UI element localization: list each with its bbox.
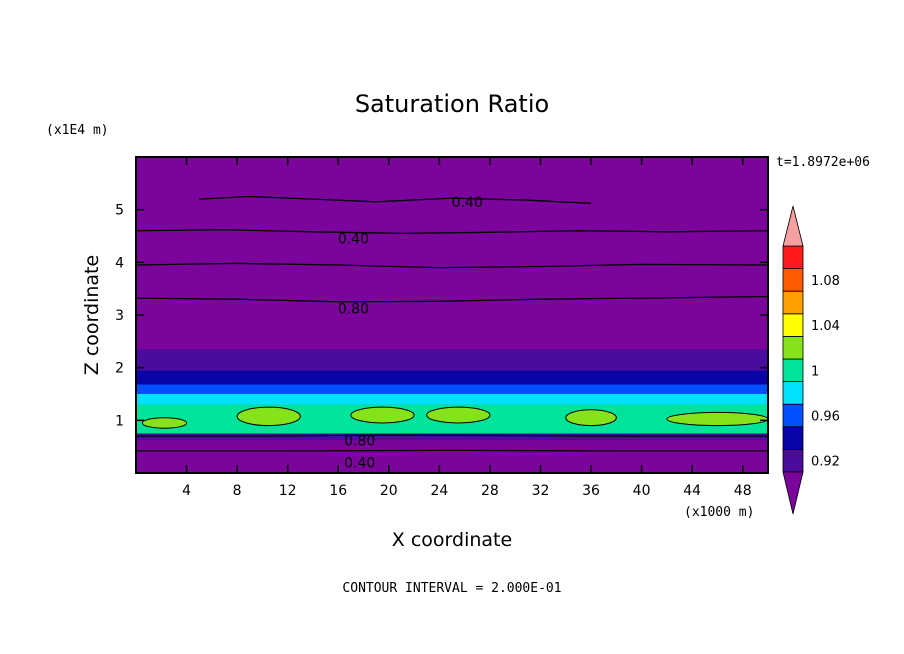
y-axis: 1 2 3 4 5 [115,203,768,429]
x-tick-label-3: 16 [329,483,347,499]
contour-label-1: 0.40 [338,232,369,248]
x-tick-label-6: 28 [481,483,499,499]
time-label: t=1.8972e+06 [776,155,870,170]
field-band-0 [136,433,768,441]
x-tick-label-11: 48 [734,483,752,499]
colorbar-swatch-8 [782,268,804,292]
field-band-2 [136,394,768,405]
x-tick-label-1: 8 [233,483,242,499]
y-tick-label-1: 2 [115,361,124,377]
contour-label-2: 0.80 [338,302,369,318]
y-tick-label-4: 5 [115,203,124,219]
colorbar-swatch-1 [782,426,804,450]
contour-line-3 [135,295,769,303]
contour-label-3: 0.80 [344,433,375,449]
x-tick-label-0: 4 [182,483,191,499]
colorbar-label-0: 0.92 [811,455,840,470]
colorbar-label-2: 1 [811,364,819,379]
y-tick-label-2: 3 [115,308,124,324]
field-patch-3 [565,409,617,427]
field-band-4 [136,370,768,385]
field-patch-1 [350,406,415,424]
colorbar-label-1: 0.96 [811,410,840,425]
x-unit-label: (x1000 m) [684,505,754,520]
contour-line-2 [135,262,769,269]
contour-labels: 0.40 0.40 0.80 0.80 0.40 [338,195,483,472]
contour-interval-footer: CONTOUR INTERVAL = 2.000E-01 [342,581,561,596]
colorbar-over-arrow [782,205,804,247]
x-tick-label-7: 32 [532,483,550,499]
colorbar-swatch-3 [782,381,804,405]
field-patch-4 [666,411,769,427]
plot-area [136,157,769,473]
contour-label-0: 0.40 [452,195,483,211]
colorbar-label-4: 1.08 [811,274,840,289]
field-band-3 [136,384,768,394]
colorbar-swatch-2 [782,403,804,428]
y-tick-label-0: 1 [115,413,124,429]
colorbar-under-arrow [782,471,804,515]
y-tick-label-3: 4 [115,255,124,271]
x-tick-label-9: 40 [633,483,651,499]
y-axis-title: Z coordinate [81,255,103,375]
colorbar-swatch-7 [782,290,804,315]
field-patch-0 [236,406,301,427]
field-patch-2 [426,406,491,424]
colorbar: 0.92 0.96 1 1.04 1.08 [782,205,840,515]
contour-line-5 [136,449,768,452]
colorbar-swatch-6 [782,313,804,337]
x-tick-label-4: 20 [380,483,398,499]
field-band-5 [136,349,768,371]
colorbar-swatch-4 [782,358,804,383]
field-patch-5 [141,417,188,429]
y-unit-label: (x1E4 m) [46,123,109,138]
contour-line-0 [199,195,592,204]
x-tick-label-5: 24 [430,483,448,499]
colorbar-swatch-9 [782,245,804,270]
colorbar-swatch-0 [782,448,804,473]
colorbar-swatch-5 [782,335,804,360]
contour-line-1 [135,229,769,235]
x-tick-label-10: 44 [683,483,701,499]
colorbar-label-3: 1.04 [811,319,840,334]
contour-lines [135,195,769,452]
chart-title: Saturation Ratio [355,90,549,118]
x-axis: 4 8 12 16 20 24 28 32 36 40 44 48 [182,157,752,499]
x-axis-title: X coordinate [392,529,512,551]
contour-line-4 [136,434,768,437]
x-tick-label-2: 12 [279,483,297,499]
x-tick-label-8: 36 [582,483,600,499]
contour-label-4: 0.40 [344,455,375,471]
